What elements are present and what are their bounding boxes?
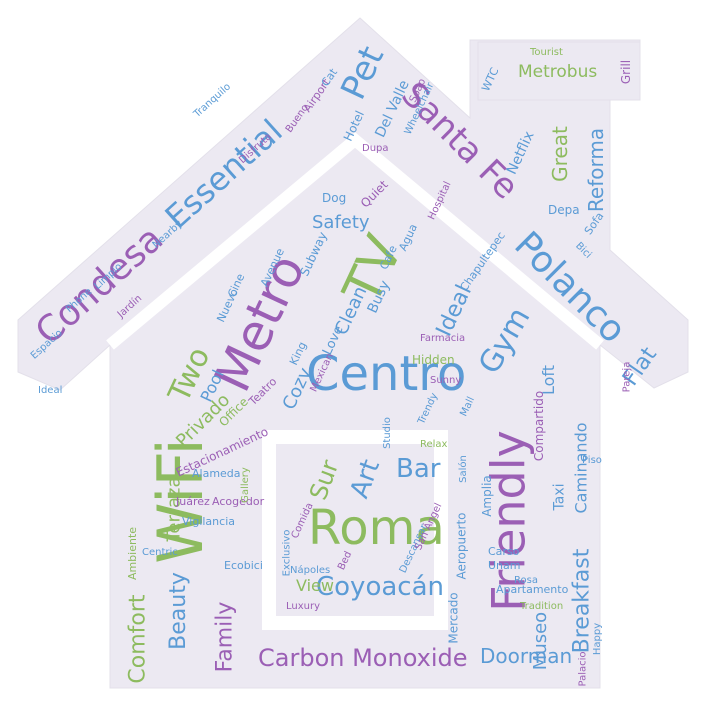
word-carso: Carso [488, 545, 520, 558]
word-farmacia: Farmacia [420, 333, 466, 344]
word-amplia: Amplia [479, 475, 494, 517]
word-caminando: Caminando [571, 422, 591, 514]
word-ambiente: Ambiente [126, 526, 140, 581]
word-exclusivo: Exclusivo [281, 529, 293, 577]
word-taxi: Taxi [551, 483, 568, 511]
word-alameda: Alameda [192, 467, 241, 480]
chimney-cap [477, 41, 641, 101]
word-beauty: Beauty [165, 572, 191, 650]
word-napoles: Nápoles [290, 565, 331, 576]
word-salon: Salón [457, 455, 469, 483]
word-relax: Relax [420, 439, 448, 450]
word-apartamento: Apartamento [496, 583, 569, 596]
word-bar: Bar [396, 454, 441, 484]
word-breakfast: Breakfast [569, 548, 595, 654]
word-centric: Centric [142, 547, 178, 558]
word-palacio: Palacio [577, 651, 589, 687]
house-inner-roof-line [106, 132, 604, 350]
word-grill: Grill [619, 59, 634, 85]
word-hidden: Hidden [412, 353, 455, 367]
word-ecobici: Ecobici [224, 559, 263, 572]
word-safety: Safety [312, 212, 370, 233]
word-view: View [296, 576, 334, 595]
word-pareja: Pareja [621, 361, 633, 393]
word-metrobus: Metrobus [518, 62, 598, 82]
word-tradition: Tradition [520, 601, 564, 612]
word-reforma: Reforma [584, 127, 609, 213]
word-doorman: Doorman [480, 644, 573, 668]
word-museo: Museo [530, 611, 552, 671]
word-loft: Loft [539, 364, 559, 396]
word-carbon-monoxide: Carbon Monoxide [258, 644, 468, 672]
word-tourist: Tourist [530, 47, 563, 58]
word-rosa: Rosa [514, 575, 538, 586]
word-piso: Piso [582, 455, 602, 466]
window-frame [276, 444, 434, 616]
word-happy: Happy [592, 622, 604, 656]
word-dupa: Dupa [362, 143, 389, 154]
word-great: Great [547, 126, 572, 182]
word-unam: Unam [488, 559, 521, 572]
word-family: Family [212, 601, 238, 673]
word-mercado: Mercado [446, 592, 461, 644]
house-roof [17, 17, 689, 689]
word-roma: Roma [308, 500, 445, 556]
word-luxury: Luxury [286, 601, 321, 612]
word-gallery: Gallery [239, 467, 251, 503]
word-dog: Dog [322, 191, 347, 205]
word-acogedor: Acogedor [212, 495, 265, 508]
word-coyoacan: Coyoacán [316, 572, 444, 602]
word-aeropuerto: Aeropuerto [454, 512, 469, 580]
word-terraza: Terraza [163, 476, 185, 542]
word-juarez: Juárez [176, 495, 210, 508]
word-ideal-2: Ideal [38, 385, 63, 396]
word-vigilancia: Vigilancia [182, 515, 235, 528]
word-sunny: Sunny [430, 375, 462, 386]
word-comfort: Comfort [125, 594, 151, 684]
word-centro: Centro [306, 346, 467, 402]
word-depa: Depa [548, 203, 580, 217]
word-studio: Studio [381, 417, 393, 449]
word-compartido: Compartido [532, 390, 547, 462]
